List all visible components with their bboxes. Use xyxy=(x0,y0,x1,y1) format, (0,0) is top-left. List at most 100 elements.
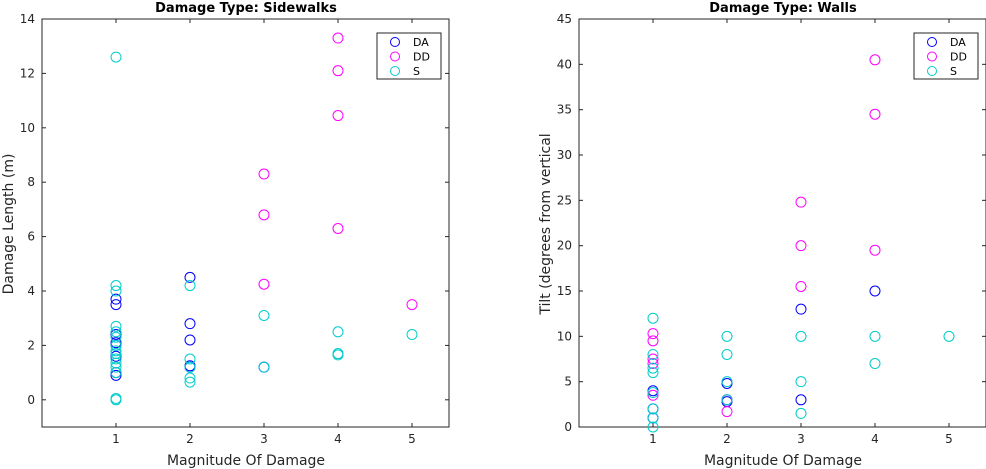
point-dd xyxy=(647,335,659,347)
y-tick-label: 40 xyxy=(557,57,572,71)
legend-marker-da xyxy=(927,37,937,47)
y-tick-label: 45 xyxy=(557,12,572,26)
point-da xyxy=(110,299,122,311)
legend: DA DDS xyxy=(913,32,979,80)
point-s xyxy=(943,330,955,342)
point-da xyxy=(110,337,122,349)
point-da xyxy=(184,271,196,283)
y-tick-label: 20 xyxy=(557,239,572,253)
point-s xyxy=(110,353,122,365)
point-s xyxy=(647,421,659,433)
point-s xyxy=(110,392,122,404)
point-s xyxy=(721,348,733,360)
data-points xyxy=(647,54,955,433)
point-s xyxy=(110,280,122,292)
point-dd xyxy=(406,299,418,311)
point-s xyxy=(110,326,122,338)
y-axis-label: Damage Length (m) xyxy=(1,154,17,295)
point-da xyxy=(795,303,807,315)
point-s xyxy=(258,361,270,373)
legend-label-s: S xyxy=(950,65,957,78)
x-tick-label: 5 xyxy=(945,432,953,446)
point-dd xyxy=(258,278,270,290)
x-tick-label: 5 xyxy=(408,432,416,446)
legend-marker-s xyxy=(390,66,400,76)
legend-marker-dd xyxy=(927,51,937,62)
y-tick-label: 5 xyxy=(564,375,572,389)
point-dd xyxy=(721,406,733,418)
point-s xyxy=(110,285,122,297)
point-s xyxy=(110,320,122,332)
point-s xyxy=(184,376,196,388)
point-s xyxy=(184,361,196,373)
x-tick-label: 4 xyxy=(871,432,879,446)
point-dd xyxy=(795,196,807,208)
point-s xyxy=(332,348,344,360)
x-tick-label: 1 xyxy=(112,432,120,446)
point-dd xyxy=(869,244,881,256)
point-dd xyxy=(647,389,659,401)
point-dd xyxy=(332,110,344,122)
point-s xyxy=(647,348,659,360)
y-tick-label: 14 xyxy=(20,12,35,26)
point-s xyxy=(721,394,733,406)
legend-box xyxy=(376,32,442,80)
point-s xyxy=(184,353,196,365)
y-tick-label: 4 xyxy=(27,284,35,298)
point-s xyxy=(184,280,196,292)
point-s xyxy=(406,329,418,341)
point-da xyxy=(110,293,122,305)
point-dd xyxy=(258,168,270,180)
point-s xyxy=(647,403,659,415)
point-dd xyxy=(869,54,881,66)
point-s xyxy=(110,51,122,63)
point-da xyxy=(110,329,122,341)
y-tick-label: 12 xyxy=(20,66,35,80)
axes-frame xyxy=(578,18,986,428)
legend-marker-dd xyxy=(390,51,400,62)
point-dd xyxy=(258,209,270,221)
legend-label-da: DA xyxy=(950,36,966,49)
x-axis-label: Magnitude Of Damage xyxy=(167,453,325,469)
y-axis-label: Tilt (degrees from vertical xyxy=(538,133,554,315)
point-dd xyxy=(869,108,881,120)
point-da xyxy=(869,285,881,297)
point-s xyxy=(332,326,344,338)
y-tick-label: 30 xyxy=(557,148,572,162)
walls-panel: Damage Type: Walls Magnitude Of Damage T… xyxy=(538,1,986,469)
point-s xyxy=(795,330,807,342)
legend-box xyxy=(913,32,979,80)
point-s xyxy=(110,331,122,343)
y-tick-label: 25 xyxy=(557,193,572,207)
point-dd xyxy=(647,353,659,365)
point-s xyxy=(869,330,881,342)
point-dd xyxy=(795,240,807,252)
axes-frame xyxy=(41,18,450,428)
axes-box xyxy=(578,18,986,428)
sidewalks-panel: Damage Type: Sidewalks Magnitude Of Dama… xyxy=(1,1,450,469)
point-dd xyxy=(647,358,659,370)
legend: DA DDS xyxy=(376,32,442,80)
y-tick-label: 6 xyxy=(27,230,35,244)
x-tick-label: 2 xyxy=(723,432,731,446)
point-da xyxy=(110,350,122,362)
point-dd xyxy=(332,65,344,77)
point-s xyxy=(647,362,659,374)
point-s xyxy=(110,339,122,351)
y-tick-label: 35 xyxy=(557,103,572,117)
y-tick-label: 10 xyxy=(557,329,572,343)
y-tick-label: 0 xyxy=(564,420,572,434)
point-s xyxy=(795,376,807,388)
legend-marker-da xyxy=(390,37,400,47)
y-tick-label: 15 xyxy=(557,284,572,298)
legend-label-s: S xyxy=(413,65,420,78)
legend-marker-s xyxy=(927,66,937,76)
x-tick-label: 2 xyxy=(186,432,194,446)
x-tick-label: 3 xyxy=(797,432,805,446)
point-da xyxy=(184,334,196,346)
point-s xyxy=(721,376,733,388)
x-tick-label: 1 xyxy=(649,432,657,446)
y-tick-label: 2 xyxy=(27,338,35,352)
point-s xyxy=(721,330,733,342)
